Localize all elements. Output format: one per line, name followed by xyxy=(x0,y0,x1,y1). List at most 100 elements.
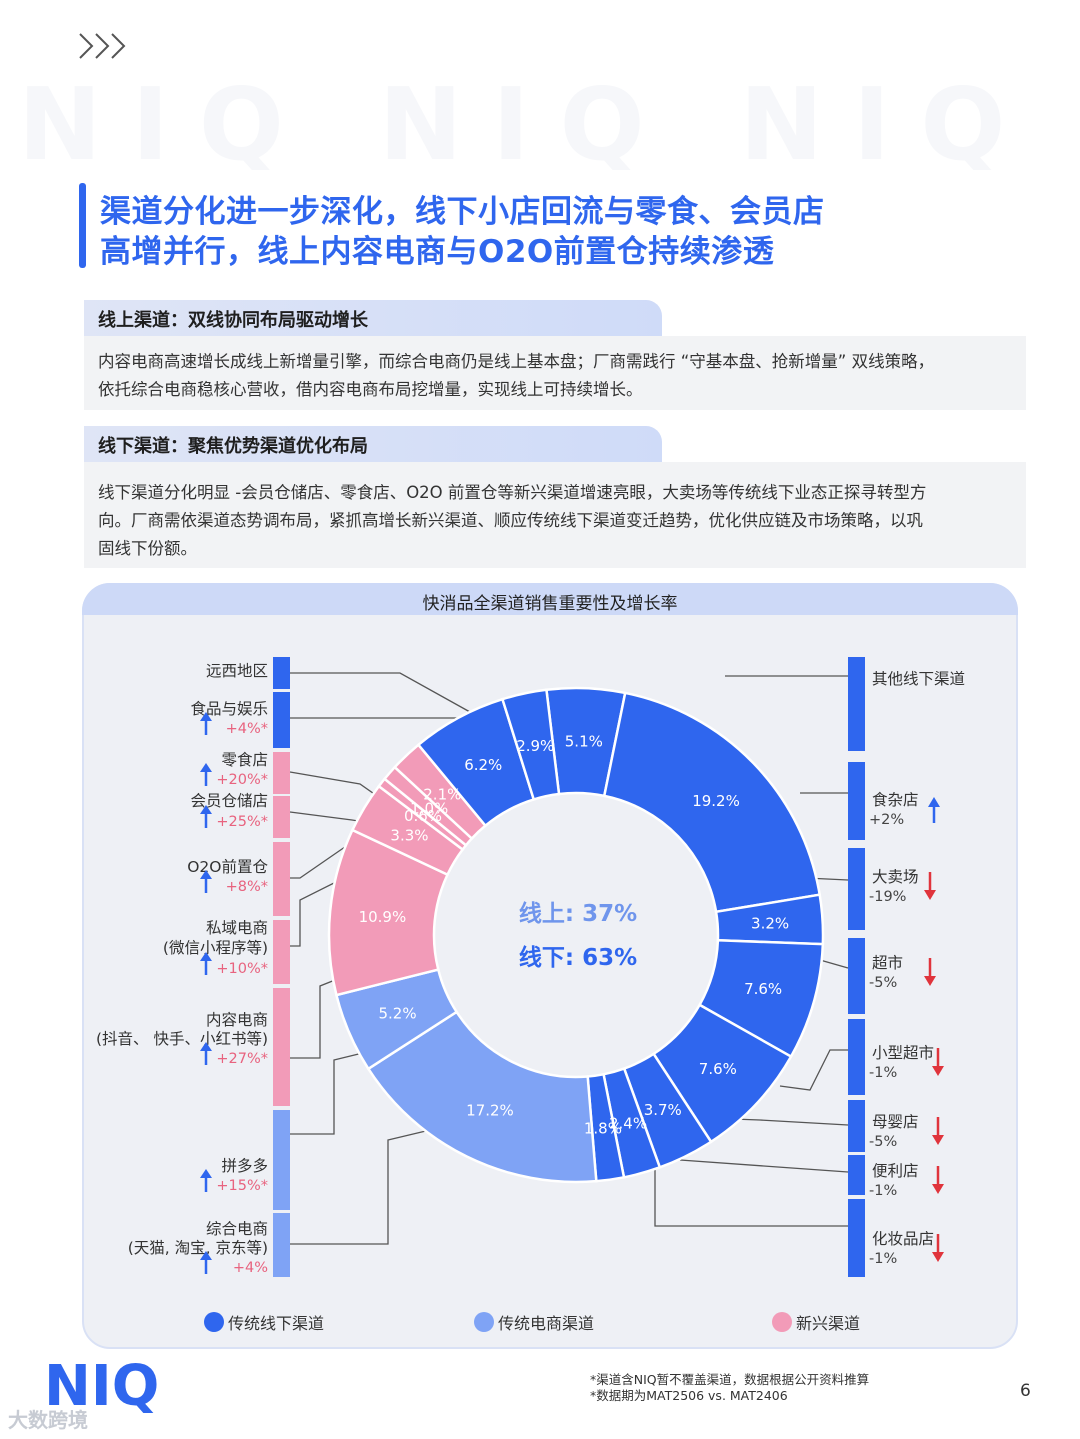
online-section-heading: 线上渠道：双线协同布局驱动增长 xyxy=(84,300,662,336)
online-line-2: 依托综合电商稳核心营收，借内容电商布局挖增量，实现线上可持续增长。 xyxy=(98,380,643,399)
arrow-up-icon xyxy=(200,1251,212,1274)
slice-value-label: 17.2% xyxy=(466,1101,514,1119)
connector-line xyxy=(290,1049,376,1135)
donut-slice-8 xyxy=(366,1010,598,1184)
right-label-bar xyxy=(848,1100,865,1152)
footnote-1: *渠道含NIQ暂不覆盖渠道，数据根据公开资料推算 xyxy=(590,1372,870,1387)
slice-value-label: 2.4% xyxy=(609,1114,647,1132)
right-label-bar xyxy=(848,1155,865,1195)
slice-value-label: 3.3% xyxy=(390,827,428,845)
page-title-line-2: 高增并行，线上内容电商与O2O前置仓持续渗透 xyxy=(100,234,775,270)
slice-value-label: 1.8% xyxy=(584,1120,622,1138)
online-line-1: 内容电商高速增长成线上新增量引擎，而综合电商仍是线上基本盘；厂商需践行 “守基本… xyxy=(98,352,935,371)
chart-header-band xyxy=(82,583,1018,615)
arrow-up-icon xyxy=(928,797,940,823)
right-growth-value: -1% xyxy=(869,1065,897,1081)
chart-legend: 传统线下渠道 传统电商渠道 新兴渠道 xyxy=(204,1312,860,1333)
connector-line xyxy=(654,1160,848,1227)
arrow-up-icon xyxy=(200,1042,212,1065)
title-accent-bar xyxy=(79,183,86,268)
right-channel-name: 食杂店 xyxy=(872,791,919,809)
page-number: 6 xyxy=(1020,1381,1031,1401)
legend-swatch xyxy=(474,1312,494,1332)
left-channel-name: 食品与娱乐 xyxy=(190,700,268,718)
left-channel-name: (微信小程序等) xyxy=(163,939,268,957)
left-growth-value: +10%* xyxy=(216,961,268,977)
slice-value-label: 10.9% xyxy=(359,908,407,926)
left-label-bar xyxy=(273,1110,290,1210)
left-channel-name: 远西地区 xyxy=(206,662,268,680)
slice-value-label: 5.1% xyxy=(565,733,603,751)
connector-line xyxy=(290,879,341,947)
right-channel-name: 大卖场 xyxy=(872,868,919,886)
right-growth-value: -19% xyxy=(869,889,906,905)
left-channel-name: 零食店 xyxy=(221,751,268,769)
right-label-bar xyxy=(848,762,865,840)
arrow-up-icon xyxy=(200,712,212,735)
slice-value-label: 2.9% xyxy=(516,737,554,755)
niq-logo: NIQ xyxy=(44,1355,159,1415)
legend-swatch xyxy=(204,1312,224,1332)
right-growth-value: +2% xyxy=(869,812,904,828)
connector-line xyxy=(290,1129,431,1245)
arrow-down-icon xyxy=(932,1117,944,1145)
donut-slice-1 xyxy=(602,691,822,914)
connector-line xyxy=(290,672,471,713)
left-channel-name: O2O前置仓 xyxy=(187,858,268,876)
right-label-bar xyxy=(848,1019,865,1095)
legend-swatch xyxy=(772,1312,792,1332)
arrow-up-icon xyxy=(200,805,212,828)
offline-heading-text: 线下渠道：聚焦优势渠道优化布局 xyxy=(98,436,368,457)
slice-value-label: 1.0% xyxy=(410,799,448,817)
right-channel-name: 超市 xyxy=(872,954,903,972)
source-watermark: 大数跨境 xyxy=(8,1408,88,1432)
left-growth-value: +20%* xyxy=(216,772,268,788)
online-section-body: 内容电商高速增长成线上新增量引擎，而综合电商仍是线上基本盘；厂商需践行 “守基本… xyxy=(84,336,1026,410)
left-channel-name: 私域电商 xyxy=(206,919,268,937)
slice-value-label: 3.7% xyxy=(644,1101,682,1119)
arrow-down-icon xyxy=(924,958,936,986)
arrow-down-icon xyxy=(932,1234,944,1262)
left-growth-value: +4%* xyxy=(226,721,268,737)
legend-label: 传统线下渠道 xyxy=(228,1314,324,1333)
right-channel-name: 化妆品店 xyxy=(872,1230,934,1248)
left-label-bar xyxy=(273,842,290,916)
left-channel-name: (抖音、 快手、小红书等) xyxy=(96,1030,268,1048)
offline-line-1: 线下渠道分化明显 -会员仓储店、零食店、O2O 前置仓等新兴渠道增速亮眼，大卖场… xyxy=(98,483,927,502)
left-channel-name: 内容电商 xyxy=(206,1011,268,1029)
chevrons-icon xyxy=(79,33,126,59)
legend-label: 新兴渠道 xyxy=(796,1314,860,1333)
left-growth-value: +8%* xyxy=(226,879,268,895)
left-channel-name: 综合电商 xyxy=(206,1220,268,1238)
left-growth-value: +15%* xyxy=(216,1178,268,1194)
chart-title: 快消品全渠道销售重要性及增长率 xyxy=(422,594,678,614)
right-growth-value: -1% xyxy=(869,1251,897,1267)
left-channel-name: 拼多多 xyxy=(221,1157,268,1175)
slice-value-label: 7.6% xyxy=(744,980,782,998)
offline-line-2: 向。厂商需依渠道态势调布局，紧抓高增长新兴渠道、顺应传统线下渠道变迁趋势，优化供… xyxy=(98,511,923,530)
connector-line xyxy=(779,1049,848,1091)
donut-slice-16 xyxy=(500,688,561,802)
right-channel-name: 便利店 xyxy=(872,1162,919,1180)
arrow-up-icon xyxy=(200,952,212,975)
right-growth-value: -5% xyxy=(869,1134,897,1150)
slice-value-label: 7.6% xyxy=(699,1060,737,1078)
right-channel-name: 小型超市 xyxy=(872,1044,934,1062)
right-growth-value: -5% xyxy=(869,975,897,991)
arrow-down-icon xyxy=(932,1166,944,1194)
slice-value-label: 19.2% xyxy=(692,792,740,810)
legend-label: 传统电商渠道 xyxy=(498,1314,594,1333)
right-label-bar xyxy=(848,938,865,1014)
left-label-bar xyxy=(273,1213,290,1277)
right-growth-value: -1% xyxy=(869,1183,897,1199)
right-label-bar xyxy=(848,657,865,751)
left-label-bar xyxy=(273,920,290,984)
offline-section-heading: 线下渠道：聚焦优势渠道优化布局 xyxy=(84,426,662,462)
left-label-bar xyxy=(273,657,290,689)
slice-labels: 5.1% 19.2% 3.2% 7.6% 7.6% 3.7%2.4%1.8% 17.2% 5.… xyxy=(359,733,790,1138)
left-label-bar xyxy=(273,988,290,1106)
slice-value-label: 5.2% xyxy=(378,1004,416,1022)
slice-value-label: 3.2% xyxy=(751,915,789,933)
